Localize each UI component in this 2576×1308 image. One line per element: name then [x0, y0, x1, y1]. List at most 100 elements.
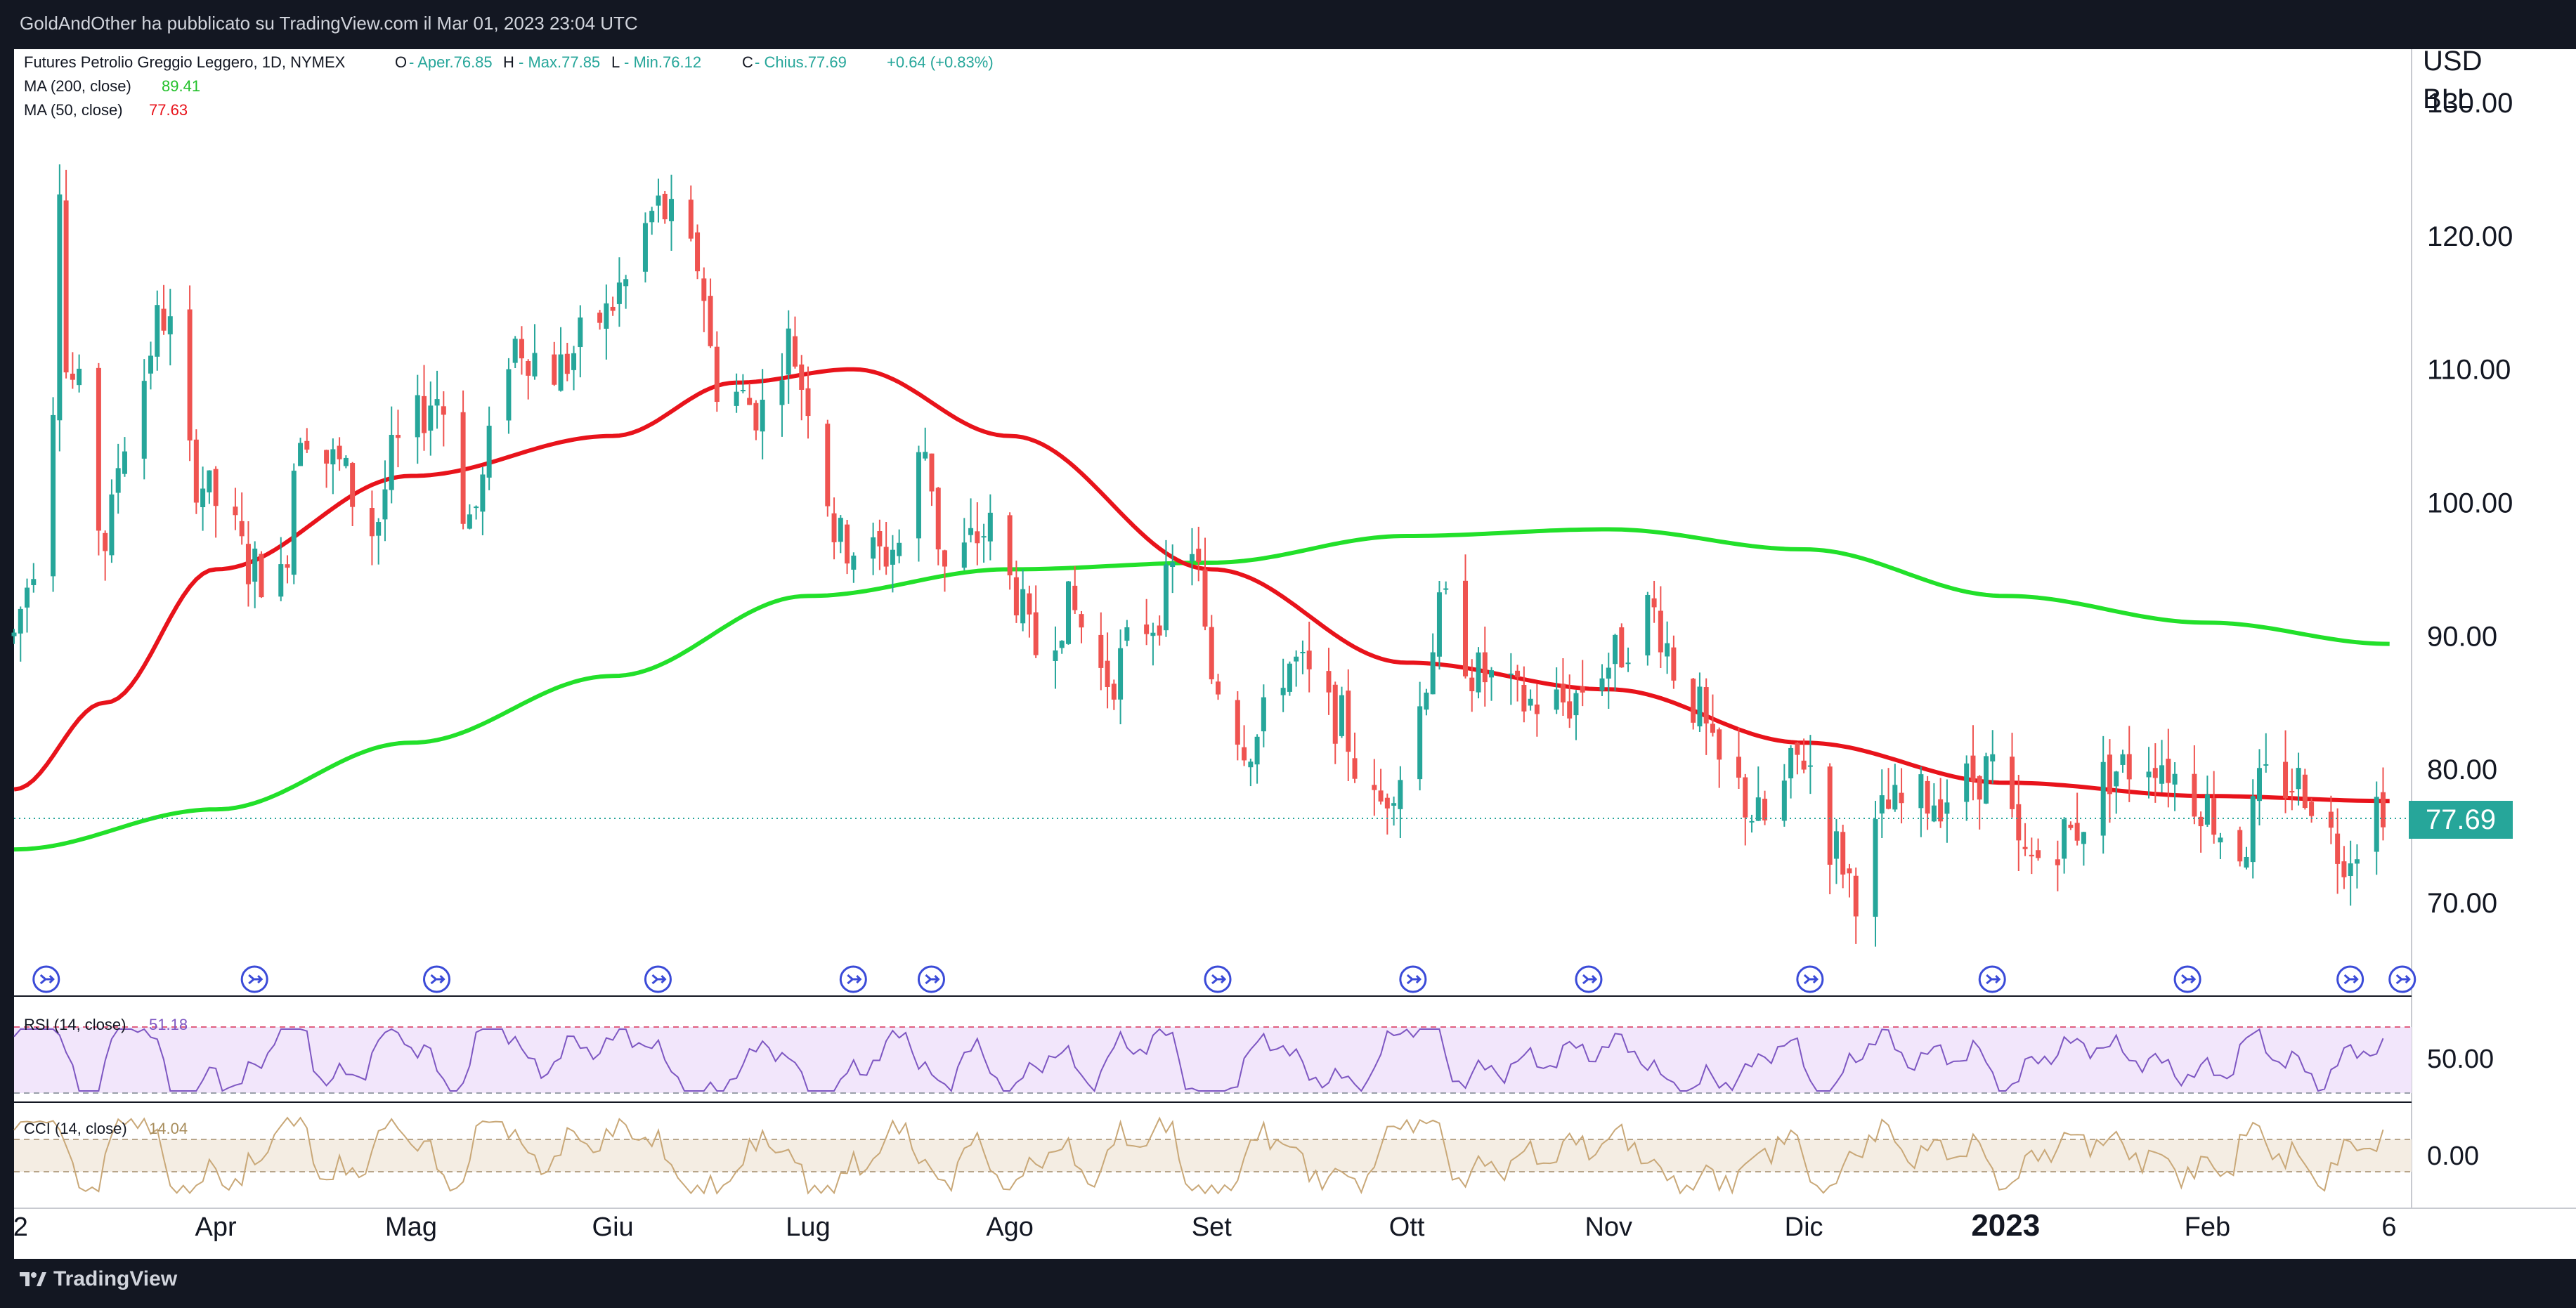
- event-marker[interactable]: [2336, 965, 2364, 993]
- candle-body: [1886, 799, 1892, 809]
- candle-body: [838, 518, 843, 542]
- candle-body: [916, 452, 921, 539]
- candle-body: [1788, 747, 1794, 779]
- candle-body: [1059, 641, 1065, 648]
- candle-body: [2016, 804, 2022, 841]
- candle-body: [2100, 761, 2106, 836]
- event-marker[interactable]: [2173, 965, 2201, 993]
- candle-body: [369, 508, 375, 537]
- candle-body: [734, 391, 739, 406]
- axis-unit: BLL: [2423, 84, 2473, 115]
- candle-body: [1430, 652, 1436, 695]
- candle-body: [63, 200, 69, 373]
- candle-body: [161, 308, 167, 331]
- candle-body: [1007, 515, 1013, 576]
- event-marker[interactable]: [240, 965, 268, 993]
- candle-body: [1528, 698, 1533, 706]
- candle-body: [1833, 831, 1839, 859]
- candle-body: [1743, 777, 1748, 818]
- cci-label: CCI (14, close): [24, 1120, 127, 1137]
- event-marker[interactable]: [1796, 965, 1824, 993]
- event-marker[interactable]: [1978, 965, 2006, 993]
- candle-body: [1118, 648, 1124, 700]
- publisher-text: GoldAndOther ha pubblicato su TradingVie…: [20, 13, 638, 34]
- time-tick-label: Set: [1192, 1212, 1232, 1242]
- event-markers[interactable]: [32, 965, 2416, 993]
- event-marker[interactable]: [1204, 965, 1232, 993]
- candle-body: [2237, 830, 2243, 862]
- candle-body: [2256, 768, 2262, 802]
- candle-body: [2380, 792, 2386, 828]
- tradingview-logo[interactable]: TradingView: [18, 1267, 177, 1291]
- candle-body: [701, 278, 707, 301]
- candle-body: [578, 317, 583, 348]
- ma200-line: [13, 527, 2390, 852]
- time-tick-label: Apr: [195, 1212, 237, 1242]
- event-marker[interactable]: [1399, 965, 1427, 993]
- candle-body: [57, 194, 63, 421]
- rsi-tick: 50.00: [2427, 1045, 2494, 1074]
- candle-body: [1801, 760, 1807, 770]
- candle-body: [1196, 549, 1202, 563]
- candle-body: [708, 296, 713, 346]
- price-tick-label: 110.00: [2427, 355, 2511, 386]
- candle-body: [2204, 794, 2210, 825]
- candle-body: [141, 381, 147, 459]
- candle-body: [1476, 652, 1481, 693]
- candle-body: [389, 435, 394, 490]
- candle-body: [1983, 756, 1989, 804]
- candle-body: [1339, 695, 1345, 736]
- event-marker[interactable]: [917, 965, 945, 993]
- event-marker[interactable]: [1575, 965, 1603, 993]
- candle-body: [1254, 736, 1260, 765]
- candle-body: [2341, 861, 2347, 877]
- candle-body: [2068, 825, 2074, 828]
- candle-body: [1079, 614, 1084, 628]
- candle-body: [1892, 785, 1898, 810]
- event-icon: [1582, 974, 1598, 985]
- candle-body: [395, 435, 401, 438]
- candle-body: [298, 443, 304, 466]
- candle-body: [2022, 846, 2028, 849]
- event-marker[interactable]: [839, 965, 867, 993]
- candle-body: [239, 521, 245, 537]
- time-tick-label: Feb: [2185, 1212, 2230, 1242]
- candle-body: [871, 537, 876, 559]
- time-tick-label: Mag: [385, 1212, 437, 1242]
- candle-body: [1157, 625, 1162, 636]
- candle-body: [187, 309, 193, 441]
- candle-body: [2055, 859, 2060, 865]
- candle-body: [1098, 634, 1104, 668]
- candle-body: [330, 449, 336, 465]
- price-tick-label: 120.00: [2427, 221, 2513, 252]
- candle-body: [1417, 706, 1423, 780]
- candle-body: [1515, 670, 1521, 678]
- candle-body: [278, 564, 284, 597]
- price-tick-label: 90.00: [2427, 621, 2497, 652]
- price-tick-label: 100.00: [2427, 488, 2513, 519]
- event-marker[interactable]: [644, 965, 672, 993]
- legend-high: - Max.77.85: [519, 53, 600, 71]
- candle-body: [2296, 768, 2301, 790]
- event-icon: [1406, 974, 1422, 985]
- last-price-badge: [2409, 801, 2513, 839]
- time-tick-label: Dic: [1785, 1212, 1823, 1242]
- event-marker[interactable]: [2388, 965, 2416, 993]
- candle-body: [343, 457, 349, 466]
- candle-body: [961, 542, 967, 568]
- time-tick-label: 2: [13, 1212, 28, 1242]
- candle-body: [1710, 724, 1715, 733]
- candle-body: [753, 403, 759, 431]
- candle-body: [1853, 875, 1859, 917]
- candle-body: [1879, 795, 1885, 814]
- candle-body: [1424, 692, 1429, 710]
- event-marker[interactable]: [423, 965, 451, 993]
- candle-body: [1554, 689, 1559, 710]
- event-icon: [1211, 974, 1227, 985]
- event-marker[interactable]: [32, 965, 60, 993]
- candle-body: [2289, 791, 2295, 793]
- candle-body: [77, 368, 82, 386]
- candle-body: [376, 522, 382, 536]
- candle-body: [1990, 754, 1996, 761]
